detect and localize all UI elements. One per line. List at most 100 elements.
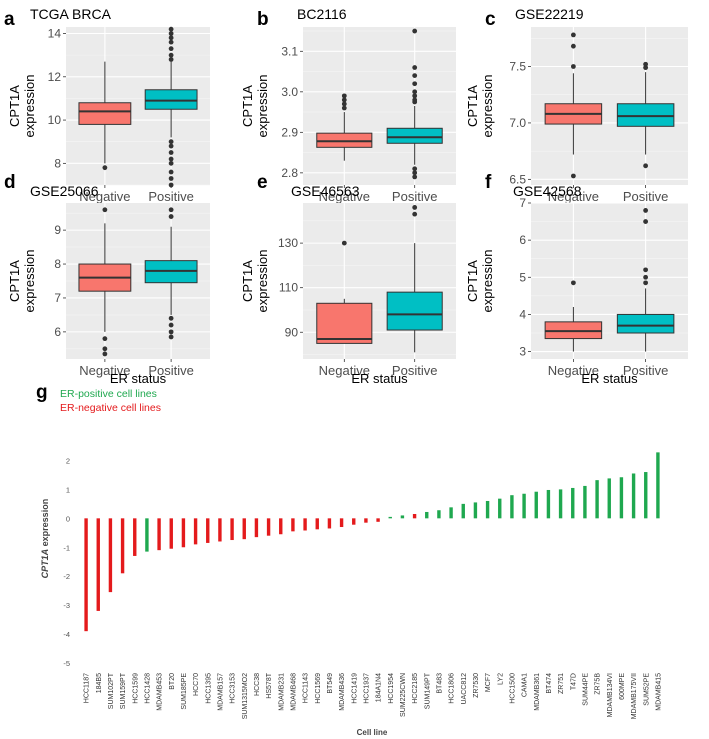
x-tick-label: HCC1187 (84, 673, 91, 703)
x-tick-label: T47D (570, 673, 577, 690)
bar-bt474 (546, 489, 551, 519)
box-negative (78, 102, 132, 125)
outlier-point (102, 351, 108, 357)
x-tick-label: HCC1395 (205, 673, 212, 704)
barchart-panel-g: g ER-positive cell lines ER-negative cell … (36, 382, 662, 737)
panel-title: GSE42568 (513, 183, 582, 199)
y-axis-label: CPT1A expression (40, 499, 50, 579)
outlier-point (168, 207, 174, 213)
y-tick-label: 6 (54, 325, 61, 339)
outlier-point (168, 39, 174, 45)
outlier-point (168, 143, 174, 149)
bar-hcc3153 (230, 518, 234, 541)
bar-bt20 (169, 518, 173, 549)
outlier-point (643, 267, 649, 273)
outlier-point (168, 322, 174, 328)
bar-mdamb361 (534, 491, 538, 519)
outlier-point (168, 169, 174, 175)
bar-hcc1187 (84, 518, 88, 632)
bar-hcc1419 (352, 518, 356, 525)
bar-hcc1599 (133, 518, 137, 556)
y-tick-label: 6.5 (509, 172, 526, 186)
y-tick-label: 2 (66, 456, 70, 465)
x-tick-label: Negative (319, 189, 370, 204)
bar-uacc812 (461, 503, 465, 519)
x-tick-label: HCC1937 (363, 673, 370, 704)
panel-title: GSE46563 (291, 183, 360, 199)
outlier-point (412, 170, 418, 176)
x-tick-label: MDAMB175VII (631, 673, 638, 719)
bar-mdamb231 (279, 518, 283, 535)
y-axis-label: CPT1Aexpression (465, 75, 495, 138)
y-tick-label: 7 (519, 196, 526, 210)
outlier-point (412, 28, 418, 34)
x-tick-label: HCC1419 (351, 673, 358, 704)
legend-er-positive: ER-positive cell lines (60, 388, 157, 400)
x-tick-label: Negative (79, 363, 130, 378)
x-tick-label: Positive (392, 363, 438, 378)
y-axis-label: CPT1Aexpression (240, 250, 270, 313)
box-negative (316, 132, 373, 148)
y-tick-label: 2.9 (281, 125, 298, 139)
x-tick-label: SUM44PE (582, 673, 589, 706)
y-tick-label: 1 (66, 485, 70, 494)
outlier-point (168, 315, 174, 321)
y-tick-label: 3.1 (281, 44, 298, 58)
bar-hcc1937 (364, 518, 368, 523)
y-tick-label: 2.8 (281, 166, 298, 180)
panel-letter-f: f (485, 172, 492, 193)
bar-t47d (571, 487, 575, 519)
y-tick-label: 6 (519, 233, 526, 247)
x-tick-label: ZR751 (558, 673, 565, 694)
x-tick-label: UACC812 (461, 673, 468, 705)
x-tick-label: MDAMB436 (339, 673, 346, 711)
x-tick-label: Positive (623, 189, 669, 204)
x-tick-label: 600MPE (619, 673, 626, 700)
outlier-point (168, 46, 174, 52)
box-positive (386, 127, 443, 144)
y-tick-label: 9 (54, 223, 61, 237)
outlier-point (168, 57, 174, 62)
bar-hcc1428 (145, 518, 149, 552)
panel-letter-c: c (485, 9, 496, 30)
legend-er-negative: ER-negative cell lines (60, 402, 161, 414)
outlier-point (168, 156, 174, 162)
bar-cama1 (522, 493, 526, 519)
y-tick-label: 8 (54, 156, 61, 170)
y-tick-label: 5 (519, 270, 526, 284)
bar-mdamb134vi (607, 478, 611, 519)
y-axis-label: CPT1Aexpression (7, 250, 37, 313)
bar-hcc38 (254, 518, 259, 538)
x-tick-label: HCC1143 (303, 673, 310, 703)
outlier-point (643, 219, 649, 224)
x-tick-label: Positive (148, 189, 194, 204)
x-tick-label: SUM225CWN (400, 673, 407, 717)
x-tick-label: SUM102PT (108, 672, 115, 709)
box-negative (316, 302, 373, 344)
x-tick-label: HCC1500 (509, 673, 516, 704)
x-tick-label: Negative (548, 189, 599, 204)
outlier-point (570, 280, 576, 286)
y-tick-label: 7.5 (509, 60, 526, 74)
x-axis-label: ER status (351, 371, 408, 386)
outlier-point (412, 205, 418, 210)
x-tick-label: MDAMB157 (217, 673, 224, 711)
bar-184b5 (96, 518, 100, 611)
panel-title: GSE25066 (30, 183, 99, 199)
bar-sum149pt (425, 511, 429, 519)
x-tick-label: LY2 (497, 673, 504, 685)
outlier-point (168, 176, 174, 181)
outlier-point (643, 65, 649, 71)
bar-hcc70 (193, 518, 198, 545)
outlier-point (168, 214, 174, 219)
outlier-point (412, 89, 418, 95)
bar-zr751 (558, 489, 563, 519)
bar-sum52pe (644, 472, 648, 519)
outlier-point (643, 280, 649, 286)
bar-hcc1143 (303, 518, 307, 531)
y-tick-label: 7.0 (509, 116, 526, 130)
panel-letter-e: e (257, 172, 268, 193)
y-tick-label: -1 (63, 543, 70, 552)
bar-mdamb468 (291, 518, 295, 532)
x-tick-label: BT483 (436, 673, 443, 694)
